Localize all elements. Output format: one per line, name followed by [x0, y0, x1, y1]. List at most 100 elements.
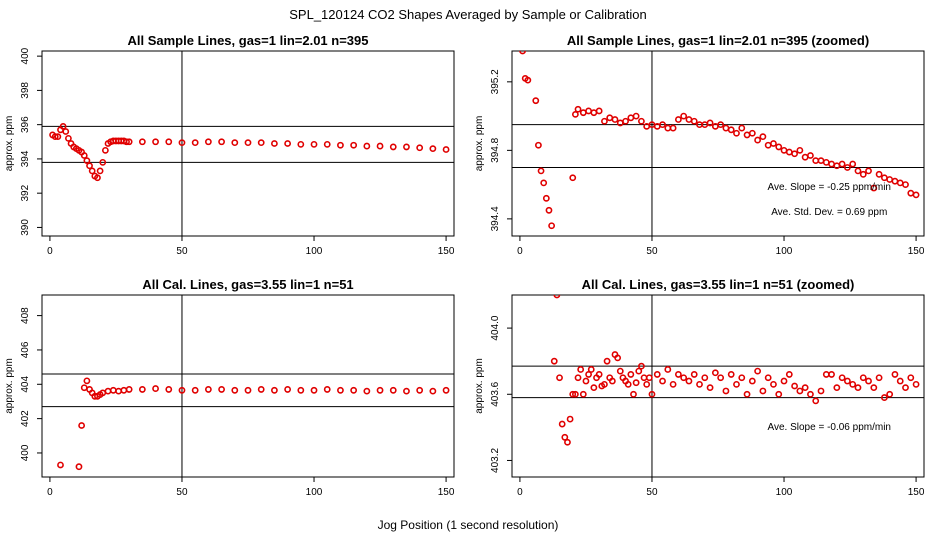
data-point [659, 121, 666, 129]
data-point [643, 380, 651, 388]
data-point [838, 374, 846, 382]
data-point [601, 380, 608, 388]
data-point [601, 117, 608, 125]
data-point [323, 140, 331, 148]
data-point [638, 362, 645, 370]
data-point [524, 76, 532, 84]
data-point [244, 386, 252, 394]
y-tick-label: 404 [20, 376, 31, 393]
y-tick-label: 394.8 [490, 137, 501, 162]
data-points [550, 295, 920, 446]
data-point [519, 51, 526, 55]
data-point [284, 140, 292, 147]
data-point [748, 377, 756, 385]
data-point [590, 109, 598, 117]
data-point [614, 354, 622, 362]
data-point [775, 390, 783, 398]
panel-title: All Cal. Lines, gas=3.55 lin=1 n=51 [142, 277, 353, 292]
x-tick-label: 50 [646, 246, 658, 257]
data-point [622, 117, 629, 125]
data-point [178, 139, 186, 147]
data-point [902, 384, 909, 392]
data-point [891, 371, 899, 378]
data-point [733, 129, 740, 137]
data-point [577, 366, 585, 373]
data-point [611, 116, 619, 123]
data-point [566, 415, 574, 423]
y-tick-label: 402 [20, 410, 31, 427]
y-tick-label: 396 [20, 116, 31, 133]
data-point [561, 433, 569, 441]
data-point [403, 387, 410, 395]
data-point [791, 150, 798, 158]
data-point [764, 141, 772, 149]
data-point [78, 422, 86, 429]
data-point [627, 114, 635, 122]
panel-title: All Sample Lines, gas=1 lin=2.01 n=395 [128, 33, 369, 48]
data-point [754, 367, 762, 375]
x-tick-label: 50 [646, 487, 658, 498]
y-tick-label: 394.4 [490, 206, 501, 231]
x-tick-label: 150 [438, 246, 455, 257]
data-point [191, 386, 199, 394]
data-point [674, 116, 682, 123]
data-point [403, 143, 410, 151]
data-points [57, 377, 450, 471]
data-point [738, 124, 746, 132]
y-axis-label: approx. ppm [474, 116, 485, 172]
data-point [817, 387, 825, 395]
data-point [822, 371, 830, 378]
panel-title: All Cal. Lines, gas=3.55 lin=1 n=51 (zoo… [582, 277, 855, 292]
data-point [775, 143, 783, 151]
data-point [880, 174, 888, 182]
data-point [711, 369, 719, 377]
data-point [748, 129, 756, 137]
y-tick-label: 390 [20, 219, 31, 236]
data-point [859, 170, 867, 178]
data-point [870, 384, 878, 392]
data-point [791, 382, 798, 390]
data-point [754, 136, 762, 144]
data-point [115, 387, 122, 395]
data-point [80, 384, 88, 392]
data-point [807, 390, 814, 398]
data-point [896, 377, 904, 385]
data-point [271, 386, 278, 394]
data-point [902, 181, 909, 189]
data-point [875, 374, 883, 382]
data-point [653, 122, 661, 130]
data-point [257, 386, 265, 393]
data-point [764, 374, 772, 382]
data-point [608, 377, 616, 385]
data-points [49, 122, 450, 182]
data-point [674, 371, 682, 378]
annotation: Ave. Slope = -0.06 ppm/min [767, 422, 891, 433]
data-point [350, 141, 358, 149]
data-point [743, 390, 751, 398]
data-point [645, 374, 653, 382]
data-point [632, 379, 640, 387]
x-tick-label: 0 [47, 246, 53, 257]
plot-frame [511, 294, 925, 478]
y-axis-label: approx. ppm [4, 358, 15, 414]
data-point [218, 138, 225, 146]
data-point [770, 140, 777, 147]
x-tick-label: 100 [776, 487, 793, 498]
data-point [828, 160, 835, 168]
data-point [743, 131, 751, 139]
data-point [812, 397, 820, 405]
data-point [833, 384, 841, 392]
panel-cal_zoom: All Cal. Lines, gas=3.55 lin=1 n=51 (zoo… [474, 277, 925, 498]
data-point [680, 112, 688, 120]
data-point [632, 112, 640, 120]
data-point [537, 167, 545, 175]
data-point [844, 164, 851, 171]
data-point [907, 374, 915, 382]
data-point [733, 380, 740, 388]
data-point [680, 374, 688, 382]
data-point [833, 162, 841, 170]
data-point [727, 371, 735, 378]
panel-cal: All Cal. Lines, gas=3.55 lin=1 n=51 0 50 10… [4, 277, 455, 498]
data-point [828, 371, 835, 378]
data-point [83, 377, 91, 385]
